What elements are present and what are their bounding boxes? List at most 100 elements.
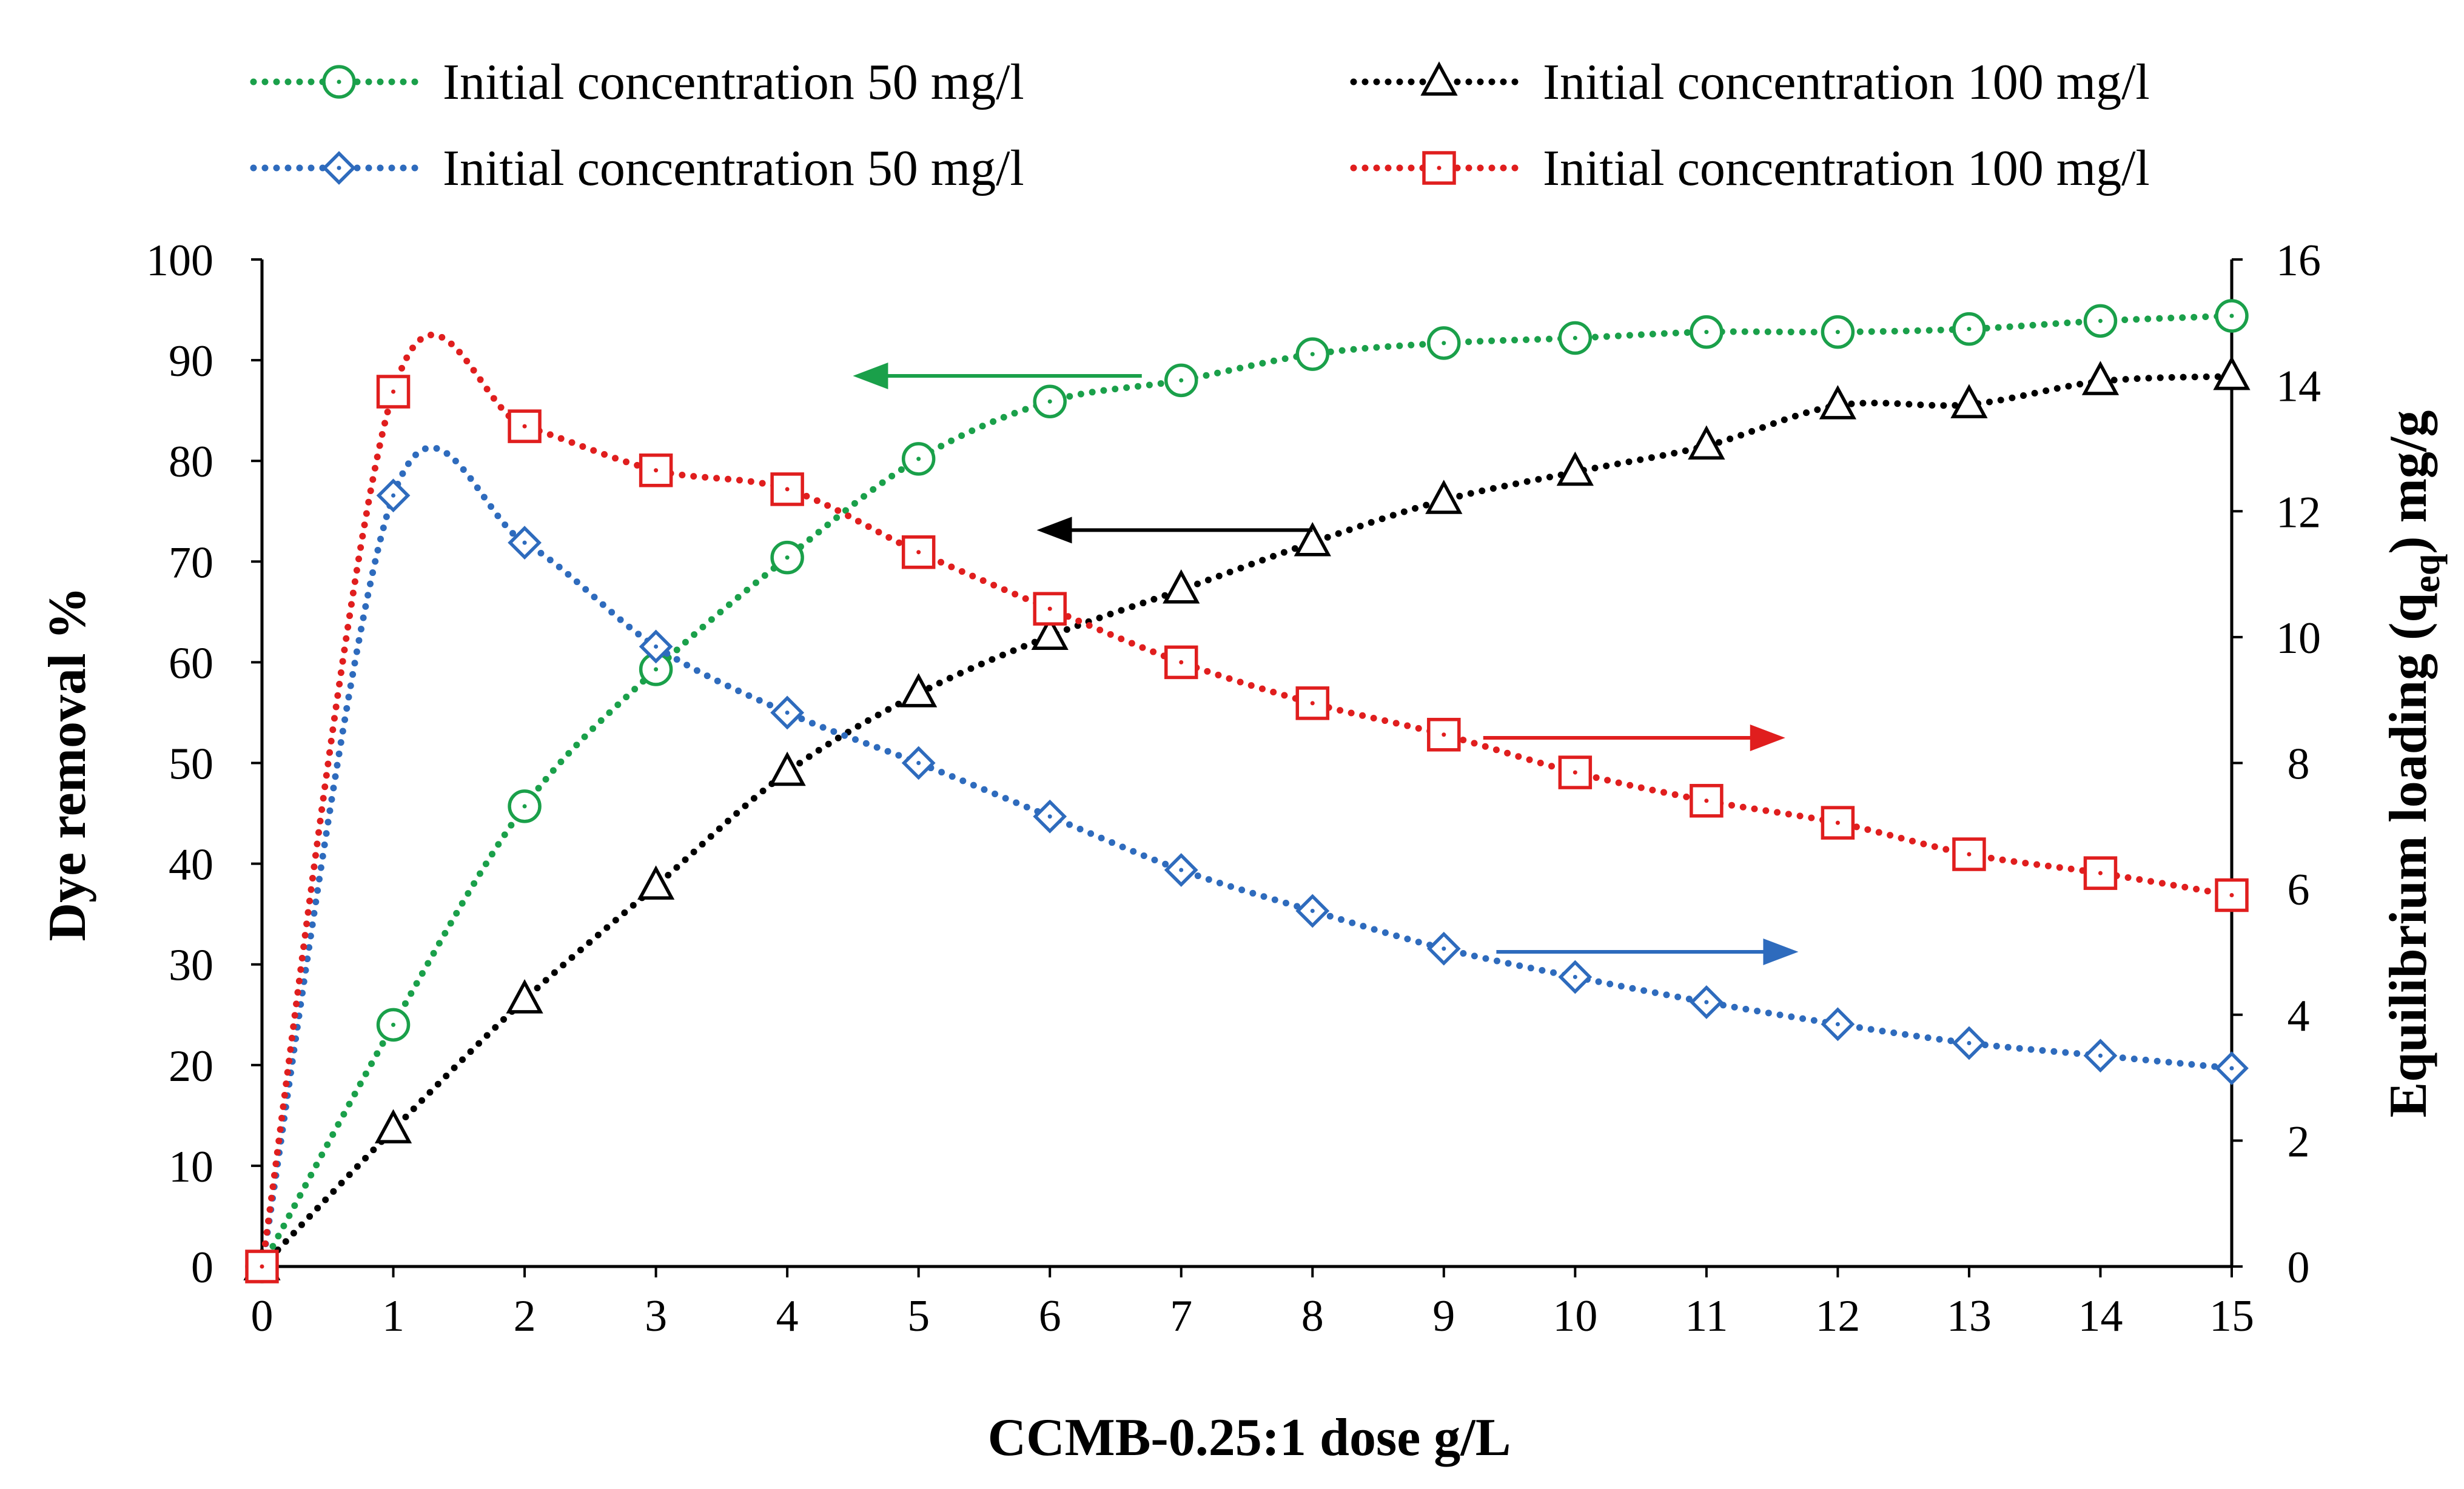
- y-left-tick-label: 10: [169, 1142, 213, 1192]
- data-point-diamond-dot: [916, 761, 921, 765]
- y-right-tick-label: 14: [2276, 362, 2321, 412]
- data-point-circle-dot: [1179, 378, 1184, 383]
- data-point-diamond-dot: [1835, 1022, 1840, 1026]
- data-point-square-dot: [1179, 660, 1184, 664]
- arrow-head: [1763, 938, 1799, 965]
- data-point-triangle: [1556, 451, 1594, 486]
- y-axis-right-title-main: Equilibrium loading (q: [2379, 593, 2438, 1118]
- data-point-diamond-dot: [391, 493, 396, 498]
- legend: Initial concentration 50 mg/l Initial con…: [250, 54, 2150, 196]
- axis-arrow-left: [1036, 517, 1313, 544]
- legend-label: Initial concentration 50 mg/l: [443, 140, 1024, 196]
- series-line-triangle: [258, 373, 2235, 1270]
- data-point-circle-dot: [785, 555, 790, 560]
- legend-marker-circle-dot: [337, 79, 341, 84]
- y-right-tick-label: 4: [2288, 991, 2310, 1041]
- data-point-square-dot: [391, 389, 396, 394]
- axis-arrow-left: [853, 363, 1142, 390]
- x-tick-label: 15: [2209, 1291, 2254, 1341]
- x-tick-label: 9: [1432, 1291, 1455, 1341]
- series-line-circle: [258, 312, 2235, 1270]
- y-left-tick-label: 0: [191, 1243, 213, 1293]
- legend-item-circle: Initial concentration 50 mg/l: [250, 54, 1024, 110]
- data-point-diamond-dot: [2229, 1066, 2234, 1071]
- data-point-triangle: [1031, 615, 1069, 650]
- data-point-circle-dot: [1835, 330, 1840, 335]
- y-left-tick-label: 90: [169, 336, 213, 386]
- legend-marker-triangle: [1420, 61, 1458, 96]
- data-point-diamond-dot: [1573, 974, 1577, 979]
- data-point-square-dot: [1704, 798, 1709, 803]
- legend-label: Initial concentration 50 mg/l: [443, 54, 1024, 110]
- y-axis-left-title: Dye removal %: [38, 587, 97, 942]
- x-tick-label: 12: [1815, 1291, 1860, 1341]
- data-point-triangle: [1688, 425, 1725, 460]
- series-1-circle: [245, 299, 2249, 1283]
- x-tick-label: 7: [1170, 1291, 1192, 1341]
- series-layer: [243, 299, 2251, 1283]
- data-point-diamond-dot: [1967, 1040, 1972, 1045]
- data-point-triangle: [768, 751, 806, 786]
- y-axis-right-title-end: ) mg/g: [2379, 410, 2438, 554]
- data-point-square-dot: [2098, 871, 2103, 875]
- data-point-diamond-dot: [2098, 1053, 2103, 1058]
- x-tick-label: 10: [1553, 1291, 1597, 1341]
- legend-marker-square: [1422, 151, 1456, 185]
- data-point-square: [1690, 784, 1724, 818]
- y-right-tick-label: 16: [2276, 236, 2321, 286]
- data-point-square-dot: [1835, 820, 1840, 825]
- y-left-tick-label: 60: [169, 638, 213, 688]
- y-left-tick-label: 50: [169, 740, 213, 789]
- data-point-triangle: [1950, 384, 1988, 418]
- x-tick-label: 11: [1685, 1291, 1728, 1341]
- legend-item-square: Initial concentration 100 mg/l: [1350, 140, 2150, 196]
- x-tick-label: 6: [1039, 1291, 1061, 1341]
- data-point-circle-dot: [916, 457, 921, 461]
- data-point-diamond-dot: [785, 710, 790, 715]
- data-point-circle-dot: [1442, 341, 1446, 346]
- x-tick-label: 2: [514, 1291, 536, 1341]
- y-right-tick-label: 12: [2276, 487, 2321, 537]
- data-point-square-dot: [260, 1264, 264, 1269]
- series-4-square: [245, 332, 2249, 1283]
- data-point-circle-dot: [1704, 330, 1709, 335]
- legend-marker-diamond-dot: [337, 166, 341, 170]
- y-left-tick-label: 20: [169, 1042, 213, 1091]
- data-point-square-dot: [1967, 852, 1972, 857]
- data-point-triangle: [506, 979, 543, 1014]
- y-right-tick-label: 2: [2288, 1117, 2310, 1166]
- data-point-circle-dot: [1967, 327, 1972, 332]
- data-point-diamond-dot: [1047, 814, 1052, 819]
- legend-item-diamond: Initial concentration 50 mg/l: [250, 140, 1024, 196]
- axis-arrow-right: [1483, 724, 1785, 751]
- y-left-tick-label: 70: [169, 538, 213, 587]
- x-tick-label: 5: [907, 1291, 930, 1341]
- y-axis-right-title-subscript: eq: [2405, 554, 2448, 593]
- data-point-diamond-dot: [1179, 868, 1184, 872]
- data-point-circle-dot: [522, 804, 527, 809]
- x-tick-label: 1: [382, 1291, 405, 1341]
- series-2-triangle: [243, 355, 2251, 1280]
- y-left-tick-label: 100: [146, 236, 213, 286]
- data-point-square-dot: [1442, 732, 1446, 737]
- y-right-tick-label: 0: [2288, 1243, 2310, 1293]
- x-tick-label: 14: [2078, 1291, 2123, 1341]
- data-point-diamond-dot: [1704, 1000, 1709, 1005]
- axes: 0 1 2 3 4 5 6 7 8 9 10 11 12 13 14 15010203040506070809…: [146, 236, 2321, 1341]
- x-axis-title: CCMB-0.25:1 dose g/L: [988, 1408, 1511, 1467]
- data-point-square-dot: [1047, 606, 1052, 611]
- data-point-square: [639, 453, 673, 487]
- y-right-tick-label: 8: [2288, 740, 2310, 789]
- data-point-circle-dot: [391, 1022, 396, 1027]
- legend-label: Initial concentration 100 mg/l: [1543, 140, 2150, 196]
- series-line-square: [258, 332, 2235, 1270]
- data-point-circle-dot: [1047, 399, 1052, 404]
- data-point-triangle: [637, 865, 675, 900]
- data-point-square-dot: [916, 550, 921, 555]
- data-point-square: [1427, 718, 1461, 752]
- data-point-square-dot: [654, 468, 659, 473]
- data-point-circle-dot: [1573, 336, 1577, 341]
- data-point-square: [1558, 755, 1593, 789]
- x-tick-label: 4: [776, 1291, 799, 1341]
